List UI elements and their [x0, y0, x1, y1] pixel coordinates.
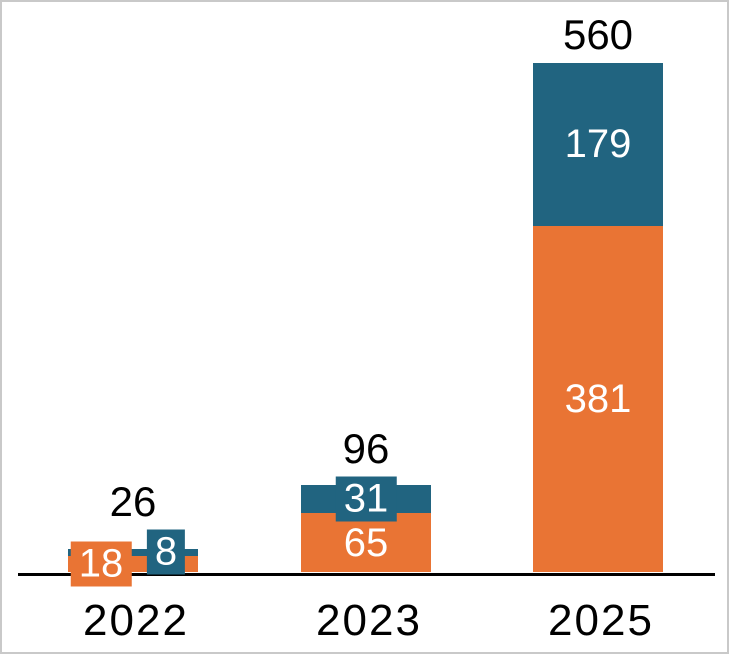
value-label: 65 — [343, 520, 389, 565]
x-axis-line — [18, 572, 715, 576]
value-label-callout: 31 — [335, 476, 397, 522]
category-label: 2022 — [83, 596, 189, 645]
total-label: 96 — [342, 424, 390, 472]
category-label: 2025 — [548, 596, 654, 645]
total-label: 560 — [562, 10, 634, 58]
category-label: 2023 — [316, 596, 422, 645]
total-label: 26 — [109, 477, 157, 525]
value-label-callout: 18 — [70, 541, 132, 587]
bar-segment-blue-series — [533, 62, 663, 226]
bar-segment-blue-series — [68, 548, 198, 557]
bar-segment-orange-series — [533, 225, 663, 573]
bar-segment-orange-series — [301, 513, 431, 573]
value-label: 381 — [564, 377, 632, 421]
value-label-callout: 8 — [146, 529, 186, 575]
value-label: 179 — [564, 122, 632, 166]
